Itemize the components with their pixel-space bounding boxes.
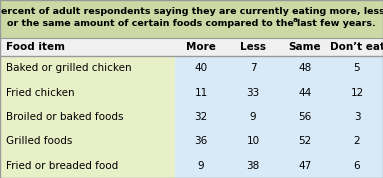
Text: Grilled foods: Grilled foods [6,136,72,146]
Bar [0,38,383,56]
Text: More: More [186,42,216,52]
Text: Fried or breaded food: Fried or breaded food [6,161,118,171]
Text: 48: 48 [298,63,312,73]
Text: Don’t eat: Don’t eat [329,42,383,52]
Text: Food item: Food item [6,42,65,52]
Text: 6: 6 [354,161,360,171]
Text: 47: 47 [298,161,312,171]
Text: Fried chicken: Fried chicken [6,88,75,98]
Bar [175,154,383,178]
Text: 9: 9 [250,112,256,122]
Text: 3: 3 [354,112,360,122]
Text: 52: 52 [298,136,312,146]
Text: 38: 38 [246,161,260,171]
Text: Same: Same [289,42,321,52]
Text: 11: 11 [195,88,208,98]
Bar [0,105,175,129]
Bar [175,105,383,129]
Text: 12: 12 [350,88,363,98]
Text: 32: 32 [195,112,208,122]
Bar [0,129,175,154]
Bar [0,154,175,178]
Bar [175,129,383,154]
Text: 44: 44 [298,88,312,98]
Bar [175,56,383,80]
Bar [175,80,383,105]
Text: 9: 9 [198,161,204,171]
Text: or the same amount of certain foods compared to the last few years.: or the same amount of certain foods comp… [7,20,376,28]
Text: 10: 10 [246,136,260,146]
Text: 36: 36 [195,136,208,146]
Text: 2: 2 [354,136,360,146]
Text: Less: Less [240,42,266,52]
Bar [0,80,175,105]
Text: 40: 40 [195,63,208,73]
Text: Broiled or baked foods: Broiled or baked foods [6,112,123,122]
Text: Baked or grilled chicken: Baked or grilled chicken [6,63,132,73]
Text: a: a [293,17,298,23]
Text: 7: 7 [250,63,256,73]
Text: Percent of adult respondents saying they are currently eating more, less,: Percent of adult respondents saying they… [0,7,383,15]
Text: 33: 33 [246,88,260,98]
Bar [0,56,175,80]
Bar [0,0,383,38]
Text: 56: 56 [298,112,312,122]
Text: 5: 5 [354,63,360,73]
